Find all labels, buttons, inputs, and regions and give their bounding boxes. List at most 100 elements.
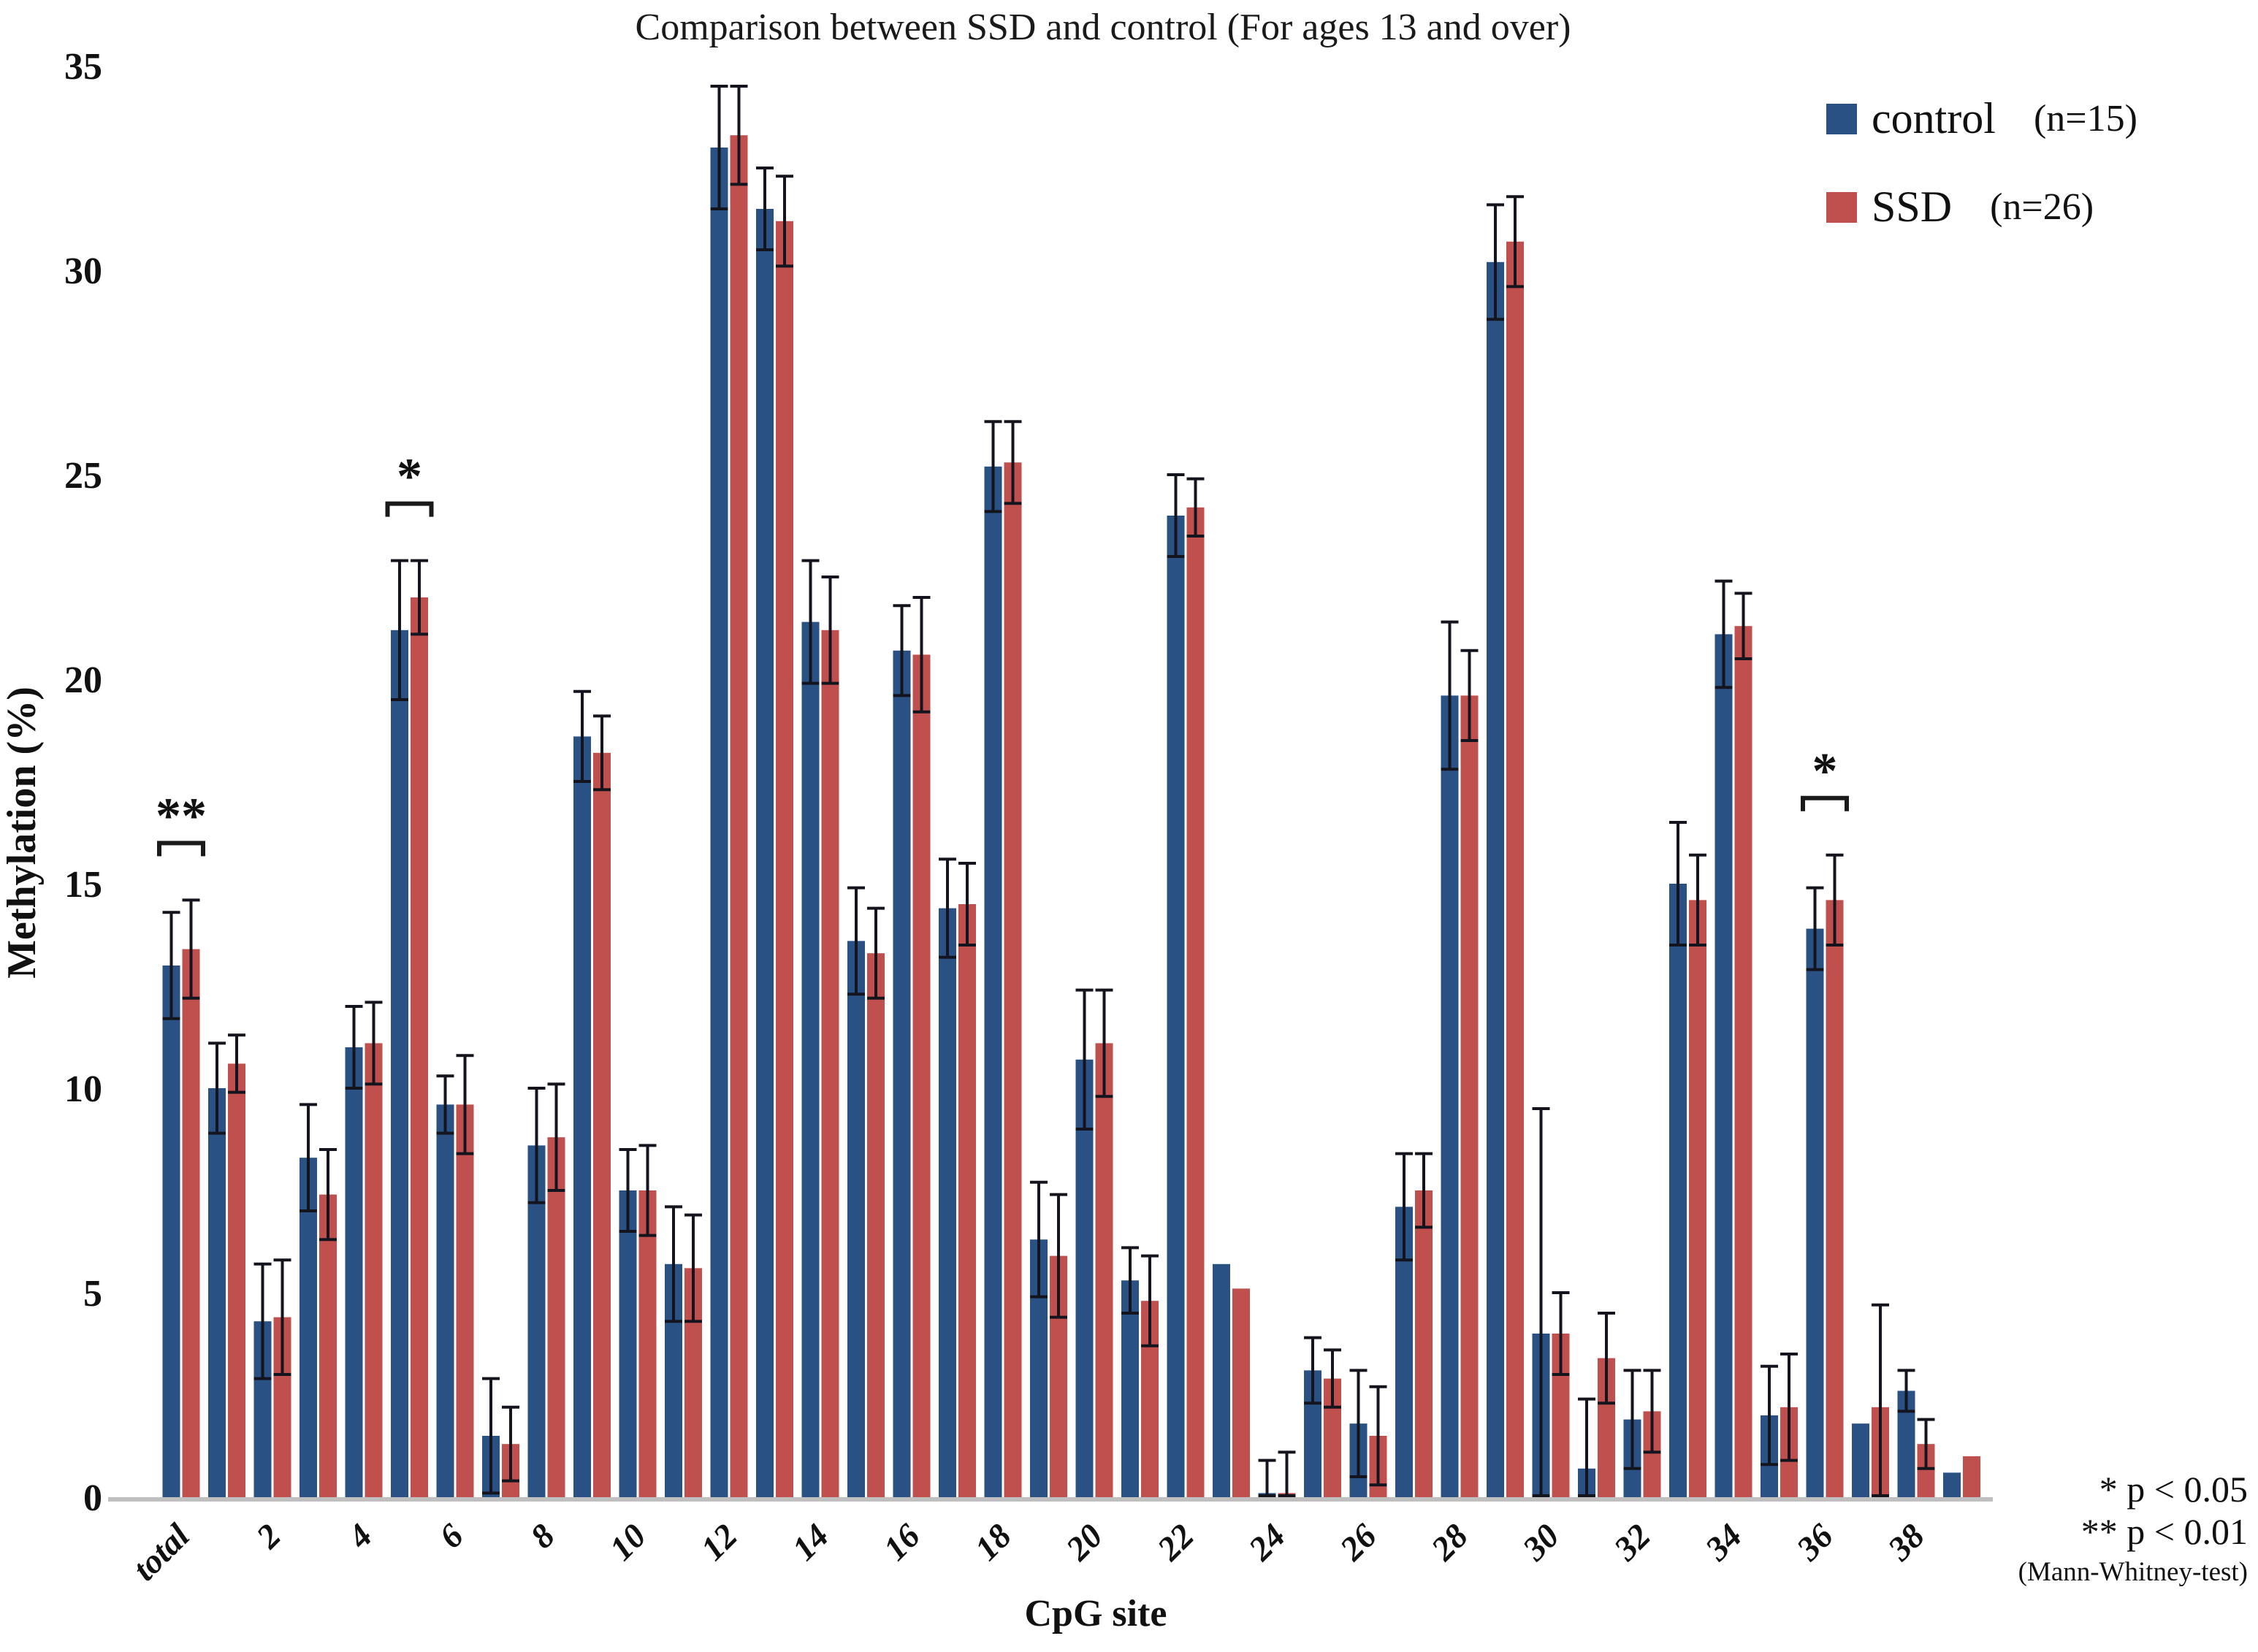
bar-control-17	[939, 908, 956, 1497]
x-tick-label-4: 4	[340, 1517, 380, 1556]
y-tick-label: 35	[64, 46, 102, 88]
bar-control-36	[1806, 928, 1824, 1497]
bar-SSD-total	[182, 949, 200, 1497]
bar-SSD-4	[365, 1043, 383, 1497]
footnote-p005: * p < 0.05	[2099, 1469, 2248, 1510]
x-tick-label-24: 24	[1241, 1517, 1293, 1569]
x-tick-label-total: total	[126, 1517, 197, 1588]
significance-bracket-36	[1801, 795, 1849, 811]
bar-control-28	[1441, 695, 1459, 1497]
bar-SSD-9	[593, 752, 611, 1497]
x-tick-label-18: 18	[968, 1517, 1019, 1568]
bar-SSD-13	[776, 221, 793, 1497]
legend-item-ssd: SSD (n=26)	[1826, 182, 2137, 232]
x-tick-label-34: 34	[1698, 1517, 1750, 1569]
bar-SSD-28	[1460, 695, 1479, 1497]
y-tick-label: 15	[64, 864, 102, 906]
x-axis-title: CpG site	[1024, 1593, 1167, 1634]
bar-control-14	[801, 622, 820, 1497]
bar-control-23	[1213, 1263, 1230, 1497]
bar-SSD-27	[1415, 1190, 1433, 1497]
legend-n-control: (n=15)	[2033, 98, 2137, 139]
chart-title: Comparison between SSD and control (For …	[635, 7, 1571, 48]
y-tick-label: 25	[64, 455, 102, 497]
bar-control-34	[1715, 634, 1733, 1497]
bar-control-21	[1121, 1280, 1139, 1497]
legend-label-ssd: SSD	[1872, 183, 1953, 231]
x-tick-label-6: 6	[432, 1517, 471, 1556]
bar-SSD-17	[958, 904, 976, 1497]
x-tick-label-36: 36	[1789, 1517, 1841, 1569]
x-tick-label-22: 22	[1150, 1517, 1202, 1569]
x-tick-label-12: 12	[694, 1517, 745, 1568]
bar-SSD-6	[456, 1104, 474, 1497]
x-axis-line	[108, 1497, 1993, 1502]
bar-control-4	[345, 1047, 363, 1497]
y-axis-title: Methylation (%)	[0, 687, 45, 979]
bar-control-6	[436, 1104, 454, 1497]
bar-SSD-23	[1232, 1288, 1250, 1497]
bar-control-10	[619, 1190, 637, 1497]
bar-control-16	[893, 650, 911, 1497]
bar-control-22	[1167, 516, 1185, 1497]
bar-control-20	[1075, 1059, 1094, 1497]
x-tick-label-10: 10	[603, 1517, 654, 1568]
bar-SSD-39	[1963, 1456, 1980, 1497]
y-tick-label: 5	[83, 1273, 102, 1315]
bar-control-total	[162, 965, 180, 1497]
x-tick-label-2: 2	[249, 1517, 289, 1556]
legend: control (n=15) SSD (n=26)	[1826, 93, 2137, 270]
bar-control-1	[208, 1088, 226, 1497]
x-tick-label-26: 26	[1332, 1517, 1384, 1569]
x-tick-label-38: 38	[1880, 1517, 1932, 1569]
legend-n-ssd: (n=26)	[1990, 186, 2094, 228]
bar-control-5	[391, 630, 408, 1497]
x-tick-label-20: 20	[1059, 1517, 1110, 1569]
bar-control-29	[1487, 261, 1504, 1497]
legend-item-control: control (n=15)	[1826, 93, 2137, 144]
significance-footnotes: * p < 0.05 ** p < 0.01 (Mann-Whitney-tes…	[2018, 1468, 2248, 1589]
footnote-test-name: (Mann-Whitney-test)	[2018, 1557, 2248, 1587]
bar-SSD-15	[867, 953, 885, 1497]
bar-control-13	[756, 209, 774, 1497]
bar-SSD-36	[1826, 900, 1844, 1497]
bar-SSD-5	[411, 597, 428, 1497]
bar-SSD-8	[547, 1137, 565, 1497]
y-tick-label: 10	[64, 1068, 102, 1110]
x-tick-label-28: 28	[1424, 1517, 1476, 1569]
significance-label-total: **	[156, 788, 207, 844]
x-tick-label-30: 30	[1515, 1517, 1567, 1569]
bar-SSD-14	[821, 630, 839, 1497]
bar-SSD-3	[319, 1194, 337, 1497]
bar-control-37	[1852, 1423, 1869, 1497]
legend-swatch-ssd	[1826, 191, 1857, 223]
significance-bracket-total	[157, 841, 205, 857]
x-tick-label-14: 14	[785, 1517, 836, 1568]
y-tick-label: 30	[64, 251, 102, 292]
bar-SSD-10	[638, 1190, 657, 1497]
x-tick-label-8: 8	[523, 1517, 562, 1556]
x-tick-label-16: 16	[877, 1517, 928, 1568]
bar-SSD-20	[1095, 1043, 1113, 1497]
bar-SSD-12	[730, 135, 748, 1498]
bar-SSD-1	[228, 1063, 245, 1497]
bar-control-15	[847, 941, 865, 1497]
y-tick-label: 20	[64, 659, 102, 701]
footnote-p001: ** p < 0.01	[2080, 1511, 2248, 1552]
x-tick-label-32: 32	[1606, 1517, 1658, 1569]
bar-control-39	[1943, 1472, 1961, 1497]
bar-control-18	[984, 466, 1002, 1497]
bar-SSD-22	[1186, 507, 1205, 1497]
significance-bracket-5	[385, 501, 434, 517]
bar-SSD-29	[1506, 241, 1524, 1497]
legend-label-control: control	[1872, 94, 1996, 142]
bar-SSD-16	[912, 654, 931, 1497]
y-tick-label: 0	[83, 1477, 102, 1519]
bar-control-12	[710, 148, 728, 1497]
bar-SSD-34	[1734, 626, 1752, 1498]
significance-label-5: *	[397, 449, 422, 505]
legend-swatch-control	[1826, 103, 1857, 134]
bar-SSD-33	[1689, 900, 1706, 1497]
bar-control-9	[573, 736, 591, 1497]
